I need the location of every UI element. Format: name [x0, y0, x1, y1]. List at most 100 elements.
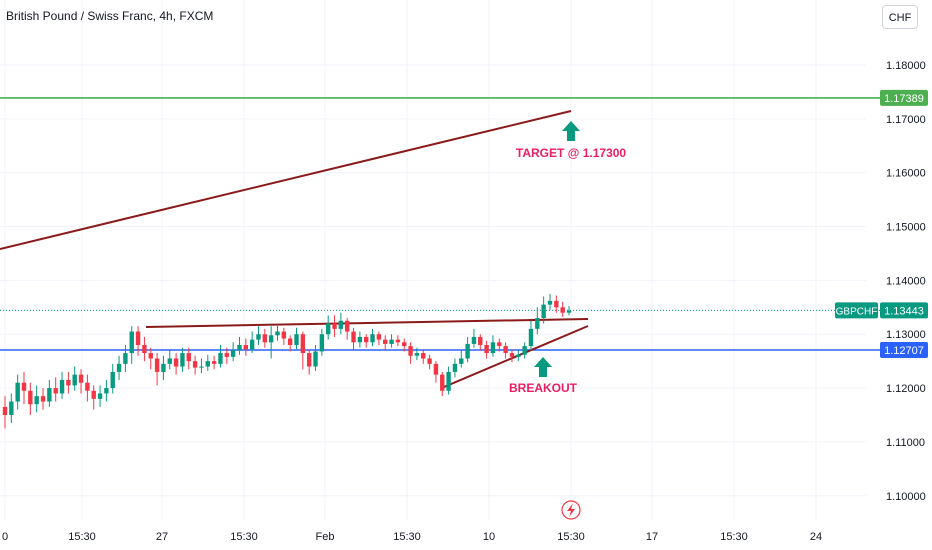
candle [414, 347, 420, 361]
candle [294, 327, 299, 350]
candle [47, 380, 52, 407]
candle [528, 320, 534, 351]
candle-body [2, 406, 8, 415]
candle-body [249, 339, 255, 350]
candle [554, 295, 559, 313]
candle [256, 326, 261, 345]
candle [287, 335, 293, 352]
candle-body [478, 336, 483, 345]
candle [123, 345, 128, 372]
candle-body [414, 353, 420, 356]
candle-body [34, 396, 39, 405]
candle [566, 306, 572, 316]
candle [389, 334, 394, 348]
candle [148, 347, 153, 370]
candle-body [243, 345, 249, 350]
y-tick-label: 1.13000 [886, 329, 926, 341]
candle [40, 388, 46, 410]
candle [332, 315, 337, 337]
x-tick-label: 15:30 [557, 531, 585, 543]
time-axis[interactable]: 0 15:30 27 15:30 Feb 15:30 10 15:30 17 15:30 24 [2, 531, 822, 543]
candle [249, 331, 255, 354]
candle [237, 336, 242, 355]
candle-body [516, 354, 521, 357]
trendlines [0, 110, 589, 388]
candle [351, 327, 356, 351]
candle [268, 326, 274, 359]
x-tick-label: 24 [810, 531, 822, 543]
candle [459, 350, 464, 368]
candle-body [167, 358, 172, 364]
candle [541, 296, 546, 324]
candle [2, 396, 8, 429]
candle-body [332, 323, 337, 329]
symbol-tag-bg [835, 302, 878, 319]
candle [319, 328, 325, 356]
candle-body [566, 310, 572, 313]
candle-body [383, 339, 388, 344]
candle [154, 353, 160, 386]
candle-body [402, 342, 407, 347]
candle [383, 335, 388, 351]
candle [370, 328, 375, 347]
candle-body [560, 307, 565, 313]
candle [211, 355, 217, 370]
currency-button[interactable]: CHF [882, 5, 918, 29]
candle [313, 345, 318, 371]
candle-body [173, 358, 179, 367]
candle-body [319, 334, 325, 352]
candle-body [446, 371, 451, 391]
candle [345, 318, 350, 340]
candle [478, 334, 483, 351]
candle-body [351, 331, 356, 343]
candle-body [433, 363, 439, 375]
candle [180, 347, 185, 372]
candle-body [528, 328, 534, 347]
candle [218, 345, 223, 368]
candle [224, 347, 229, 364]
candle [9, 393, 14, 424]
candle [53, 377, 58, 402]
candle-body [218, 353, 223, 364]
candle [281, 327, 287, 345]
y-tick-label: 1.10000 [886, 491, 926, 503]
candle-body [294, 334, 299, 345]
candle-body [15, 382, 20, 402]
candle [28, 382, 33, 415]
candle [497, 338, 502, 352]
x-tick-label: 15:30 [393, 531, 421, 543]
candle-body [287, 338, 293, 345]
candle-body [53, 388, 58, 394]
candle-body [192, 361, 198, 368]
candle [509, 349, 515, 363]
x-tick-label: Feb [316, 531, 335, 543]
candle-body [91, 390, 96, 399]
candle [452, 358, 458, 378]
y-tick-label: 1.17000 [886, 114, 926, 126]
candle [91, 385, 96, 410]
price-axis[interactable]: 1.18000 1.17000 1.16000 1.15000 1.14000 1.130… [886, 60, 926, 503]
candle [59, 371, 65, 399]
support-price-tag-bg [880, 342, 928, 359]
breakout-arrow-icon [534, 357, 552, 377]
candle [34, 385, 39, 413]
candle-body [268, 335, 274, 343]
chart-title: British Pound / Swiss Franc, 4h, FXCM [6, 9, 214, 23]
x-tick-label: 15:30 [230, 531, 258, 543]
candle-body [554, 300, 559, 308]
candle [427, 354, 432, 370]
candle [21, 371, 27, 405]
candle [490, 335, 496, 357]
lightning-icon [567, 503, 575, 517]
horizontal-levels [0, 97, 880, 351]
candle [547, 293, 553, 310]
candle [116, 355, 122, 380]
candle-body [306, 353, 312, 367]
candle-body [370, 334, 375, 343]
candle [300, 331, 306, 370]
last-price-tag-bg [880, 302, 928, 319]
candles [2, 293, 572, 429]
annotations: TARGET @ 1.17300 BREAKOUT [509, 121, 626, 395]
symbol-tag: GBPCHF [836, 306, 878, 317]
